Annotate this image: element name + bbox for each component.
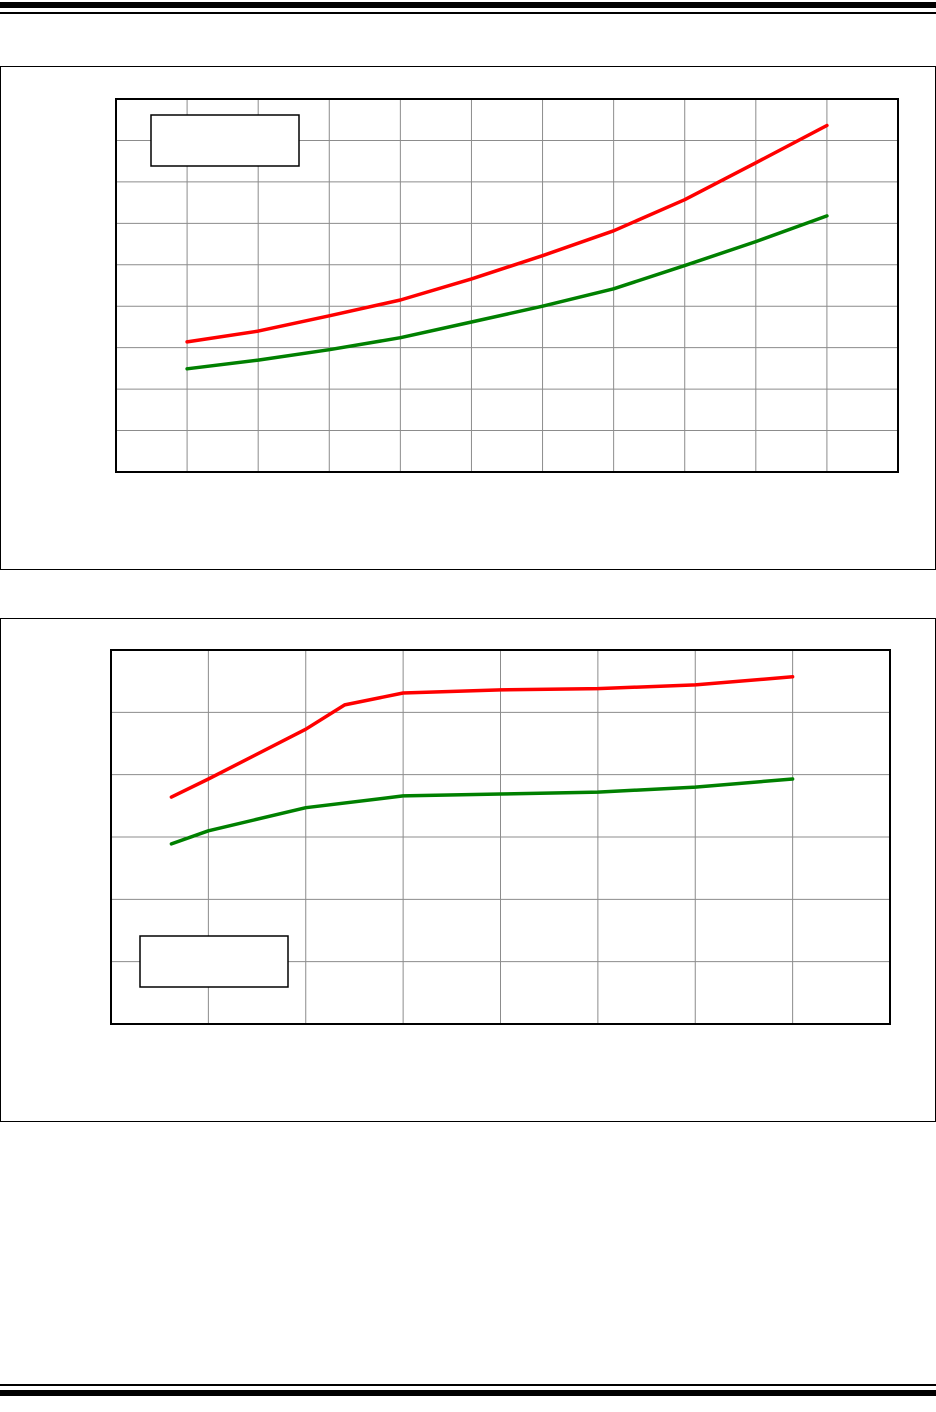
header-rule-thin — [0, 12, 936, 14]
footer-rule-thin — [0, 1384, 936, 1386]
header-rule-thick — [0, 2, 936, 8]
legend-box — [150, 114, 300, 167]
chart-panel-2 — [0, 618, 936, 1122]
plot-frame — [115, 98, 899, 473]
series-line-1 — [185, 123, 829, 344]
legend-box — [139, 935, 289, 988]
plot-frame — [110, 649, 891, 1025]
series-line-2 — [169, 777, 795, 846]
series-line-2 — [185, 214, 829, 371]
series-line-1 — [169, 675, 795, 799]
footer-rule-thick — [0, 1390, 936, 1396]
